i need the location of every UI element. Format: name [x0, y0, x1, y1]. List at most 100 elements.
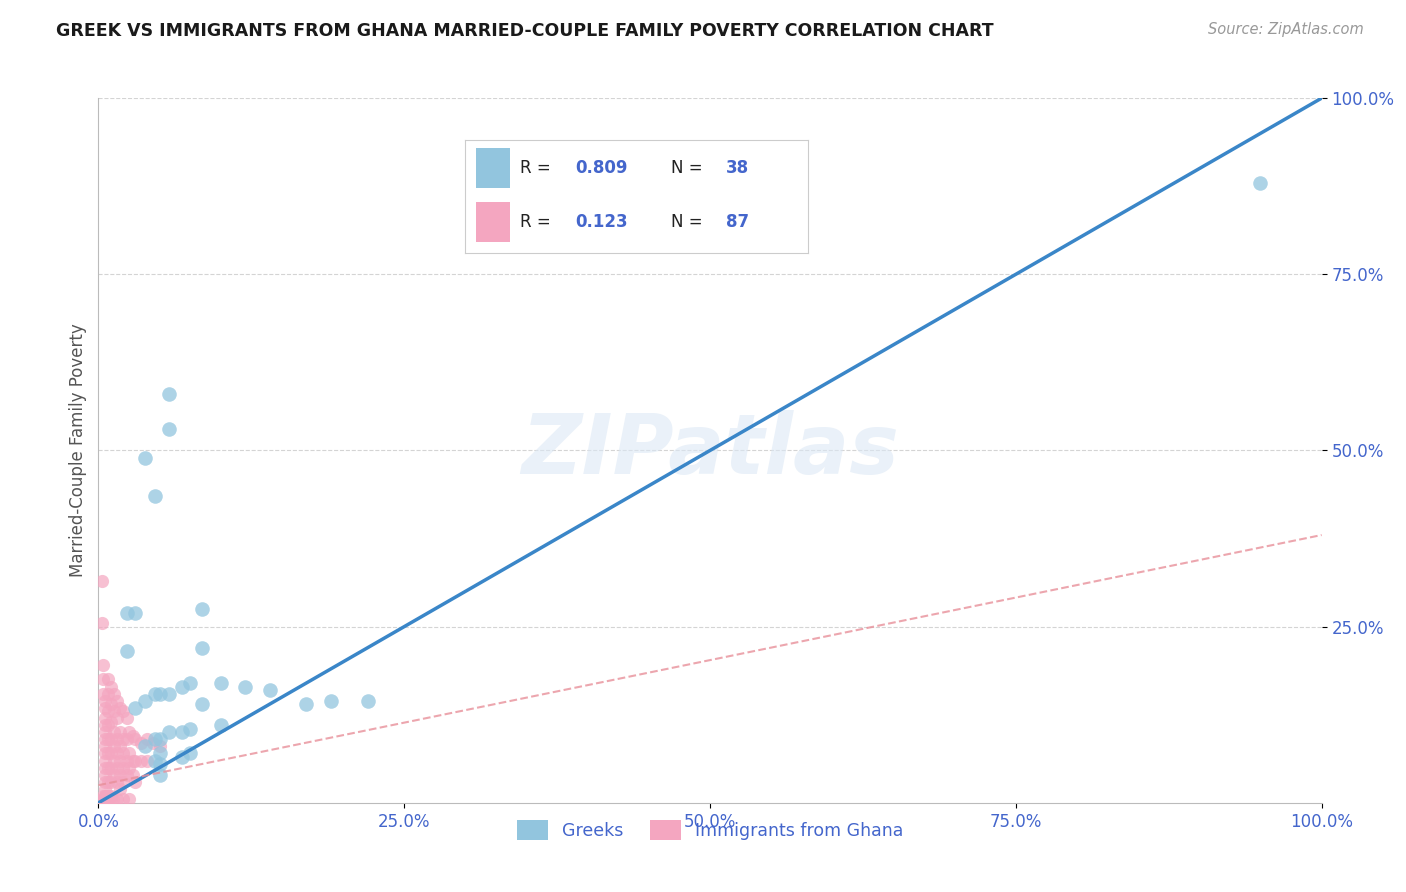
Point — [100, 789, 122, 803]
Point — [100, 714, 122, 729]
Point — [98, 789, 121, 803]
Point — [118, 760, 141, 774]
Point — [93, 711, 115, 725]
Legend: Greeks, Immigrants from Ghana: Greeks, Immigrants from Ghana — [510, 813, 910, 847]
Point — [179, 747, 201, 761]
Point — [170, 725, 193, 739]
Point — [111, 747, 134, 761]
Point — [91, 616, 114, 631]
Point — [111, 760, 134, 774]
Point — [103, 754, 125, 768]
Point — [93, 754, 115, 768]
Point — [143, 687, 166, 701]
Point — [105, 732, 128, 747]
Point — [111, 732, 134, 747]
Point — [93, 693, 115, 707]
Point — [157, 687, 180, 701]
Point — [143, 732, 166, 747]
Point — [93, 700, 115, 714]
Point — [93, 781, 115, 796]
Point — [97, 732, 120, 747]
Point — [96, 792, 118, 806]
Point — [157, 387, 180, 401]
Point — [143, 489, 166, 503]
Point — [93, 760, 115, 774]
Point — [91, 658, 114, 673]
Point — [97, 687, 120, 701]
Point — [91, 792, 114, 806]
Point — [93, 732, 115, 747]
Point — [191, 602, 214, 616]
Point — [170, 750, 193, 764]
Point — [118, 792, 141, 806]
Point — [134, 450, 156, 465]
Point — [103, 739, 125, 754]
Point — [319, 693, 342, 707]
Point — [103, 767, 125, 781]
Point — [91, 687, 114, 701]
Point — [103, 704, 125, 718]
Point — [93, 747, 115, 761]
Point — [110, 700, 132, 714]
Point — [110, 739, 132, 754]
Point — [118, 725, 141, 739]
Point — [111, 774, 134, 789]
Point — [97, 673, 120, 687]
Point — [134, 693, 156, 707]
Point — [93, 792, 115, 806]
Y-axis label: Married-Couple Family Poverty: Married-Couple Family Poverty — [69, 324, 87, 577]
Point — [97, 760, 120, 774]
Point — [110, 754, 132, 768]
Point — [115, 606, 138, 620]
Point — [100, 774, 122, 789]
Point — [191, 697, 214, 711]
Point — [149, 732, 172, 747]
Point — [93, 725, 115, 739]
Point — [97, 747, 120, 761]
Point — [149, 687, 172, 701]
Point — [209, 718, 232, 732]
Point — [91, 789, 114, 803]
Point — [179, 722, 201, 736]
Point — [97, 774, 120, 789]
Point — [136, 754, 159, 768]
Point — [191, 640, 214, 655]
Point — [233, 680, 256, 694]
Point — [115, 767, 138, 781]
Point — [111, 704, 134, 718]
Point — [149, 757, 172, 772]
Point — [100, 747, 122, 761]
Point — [105, 711, 128, 725]
Text: GREEK VS IMMIGRANTS FROM GHANA MARRIED-COUPLE FAMILY POVERTY CORRELATION CHART: GREEK VS IMMIGRANTS FROM GHANA MARRIED-C… — [56, 22, 994, 40]
Point — [118, 747, 141, 761]
Point — [100, 680, 122, 694]
Point — [110, 767, 132, 781]
Point — [93, 718, 115, 732]
Point — [93, 792, 115, 806]
Point — [295, 697, 318, 711]
Point — [129, 754, 152, 768]
Point — [179, 676, 201, 690]
Point — [94, 789, 117, 803]
Point — [110, 781, 132, 796]
Point — [97, 704, 120, 718]
Point — [115, 732, 138, 747]
Point — [134, 739, 156, 754]
Point — [105, 747, 128, 761]
Point — [149, 747, 172, 761]
Point — [93, 789, 115, 803]
Point — [1249, 176, 1271, 190]
Text: Source: ZipAtlas.com: Source: ZipAtlas.com — [1208, 22, 1364, 37]
Point — [124, 700, 146, 714]
Point — [93, 739, 115, 754]
Point — [97, 789, 120, 803]
Point — [100, 697, 122, 711]
Point — [93, 767, 115, 781]
Text: ZIPatlas: ZIPatlas — [522, 410, 898, 491]
Point — [124, 754, 146, 768]
Point — [91, 673, 114, 687]
Point — [111, 792, 134, 806]
Point — [101, 792, 124, 806]
Point — [136, 732, 159, 747]
Point — [356, 693, 378, 707]
